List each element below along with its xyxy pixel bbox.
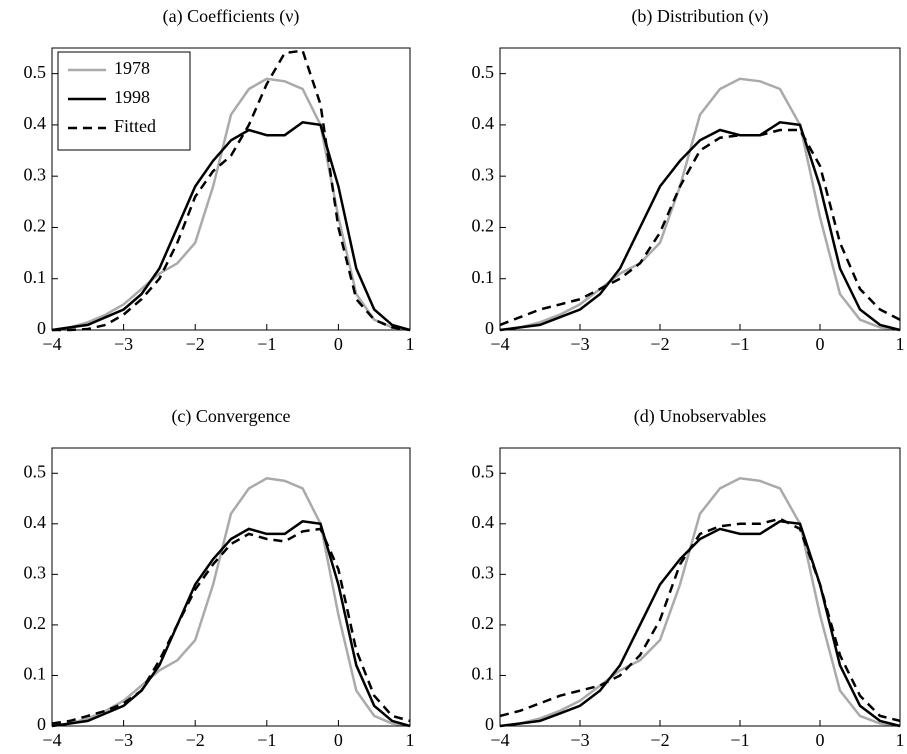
x-tick-label: 0 xyxy=(816,730,825,750)
x-tick-label: −1 xyxy=(257,730,276,750)
density-line xyxy=(499,128,901,327)
x-tick-label: −4 xyxy=(42,334,61,354)
y-tick-label: 0.2 xyxy=(24,216,47,236)
x-tick-label: −4 xyxy=(490,730,509,750)
y-tick-label: 0 xyxy=(37,714,46,734)
y-tick-label: 0.2 xyxy=(472,216,495,236)
y-tick-label: 0.4 xyxy=(24,512,47,532)
x-tick-label: −1 xyxy=(257,334,276,354)
x-tick-label: 1 xyxy=(406,730,415,750)
y-tick-label: 0.3 xyxy=(472,164,495,184)
axes-frame xyxy=(51,47,411,331)
x-tick-label: −3 xyxy=(570,730,589,750)
x-tick-label: −1 xyxy=(730,730,749,750)
y-tick-label: 0.5 xyxy=(24,62,47,82)
y-tick-label: 0.5 xyxy=(472,461,495,481)
x-tick-label: −2 xyxy=(186,334,205,354)
panel-title: (a) Coefficients (ν) xyxy=(163,6,300,27)
x-tick-label: −1 xyxy=(730,334,749,354)
x-tick-label: −3 xyxy=(570,334,589,354)
axes-frame xyxy=(51,447,411,727)
legend-label: 1978 xyxy=(114,58,150,78)
density-line xyxy=(51,77,411,332)
legend-box xyxy=(57,51,191,151)
x-tick-label: −3 xyxy=(114,730,133,750)
panel-title: (c) Convergence xyxy=(171,406,290,427)
density-line xyxy=(51,519,411,728)
x-tick-label: 0 xyxy=(334,730,343,750)
x-tick-label: 1 xyxy=(896,730,905,750)
density-line xyxy=(499,517,901,723)
y-tick-label: 0.2 xyxy=(472,613,495,633)
axes-frame xyxy=(499,47,901,331)
y-tick-label: 0 xyxy=(37,318,46,338)
panel-title: (b) Distribution (ν) xyxy=(631,6,768,27)
density-line xyxy=(51,527,411,725)
y-tick-label: 0 xyxy=(485,714,494,734)
y-tick-label: 0.4 xyxy=(24,113,47,133)
y-tick-label: 0.3 xyxy=(24,562,47,582)
y-tick-label: 0.2 xyxy=(24,613,47,633)
density-line xyxy=(499,77,901,332)
legend-label: Fitted xyxy=(114,116,156,136)
x-tick-label: 0 xyxy=(816,334,825,354)
y-tick-label: 0.3 xyxy=(472,562,495,582)
x-tick-label: −2 xyxy=(186,730,205,750)
y-tick-label: 0.5 xyxy=(24,461,47,481)
legend-label: 1998 xyxy=(114,87,150,107)
x-tick-label: −4 xyxy=(490,334,509,354)
y-tick-label: 0.5 xyxy=(472,62,495,82)
density-line xyxy=(499,477,901,728)
y-tick-label: 0 xyxy=(485,318,494,338)
density-line xyxy=(51,477,411,728)
y-tick-label: 0.1 xyxy=(472,664,495,684)
y-tick-label: 0.4 xyxy=(472,512,495,532)
x-tick-label: −2 xyxy=(650,334,669,354)
density-line xyxy=(51,120,411,332)
y-tick-label: 0.1 xyxy=(24,664,47,684)
y-tick-label: 0.3 xyxy=(24,164,47,184)
axes-frame xyxy=(499,447,901,727)
x-tick-label: 1 xyxy=(896,334,905,354)
density-line xyxy=(499,121,901,332)
x-tick-label: 1 xyxy=(406,334,415,354)
x-tick-label: −2 xyxy=(650,730,669,750)
y-tick-label: 0.1 xyxy=(24,267,47,287)
x-tick-label: −3 xyxy=(114,334,133,354)
panel-title: (d) Unobservables xyxy=(634,406,766,427)
density-line xyxy=(499,520,901,728)
x-tick-label: −4 xyxy=(42,730,61,750)
x-tick-label: 0 xyxy=(334,334,343,354)
y-tick-label: 0.1 xyxy=(472,267,495,287)
density-line xyxy=(52,49,411,332)
y-tick-label: 0.4 xyxy=(472,113,495,133)
